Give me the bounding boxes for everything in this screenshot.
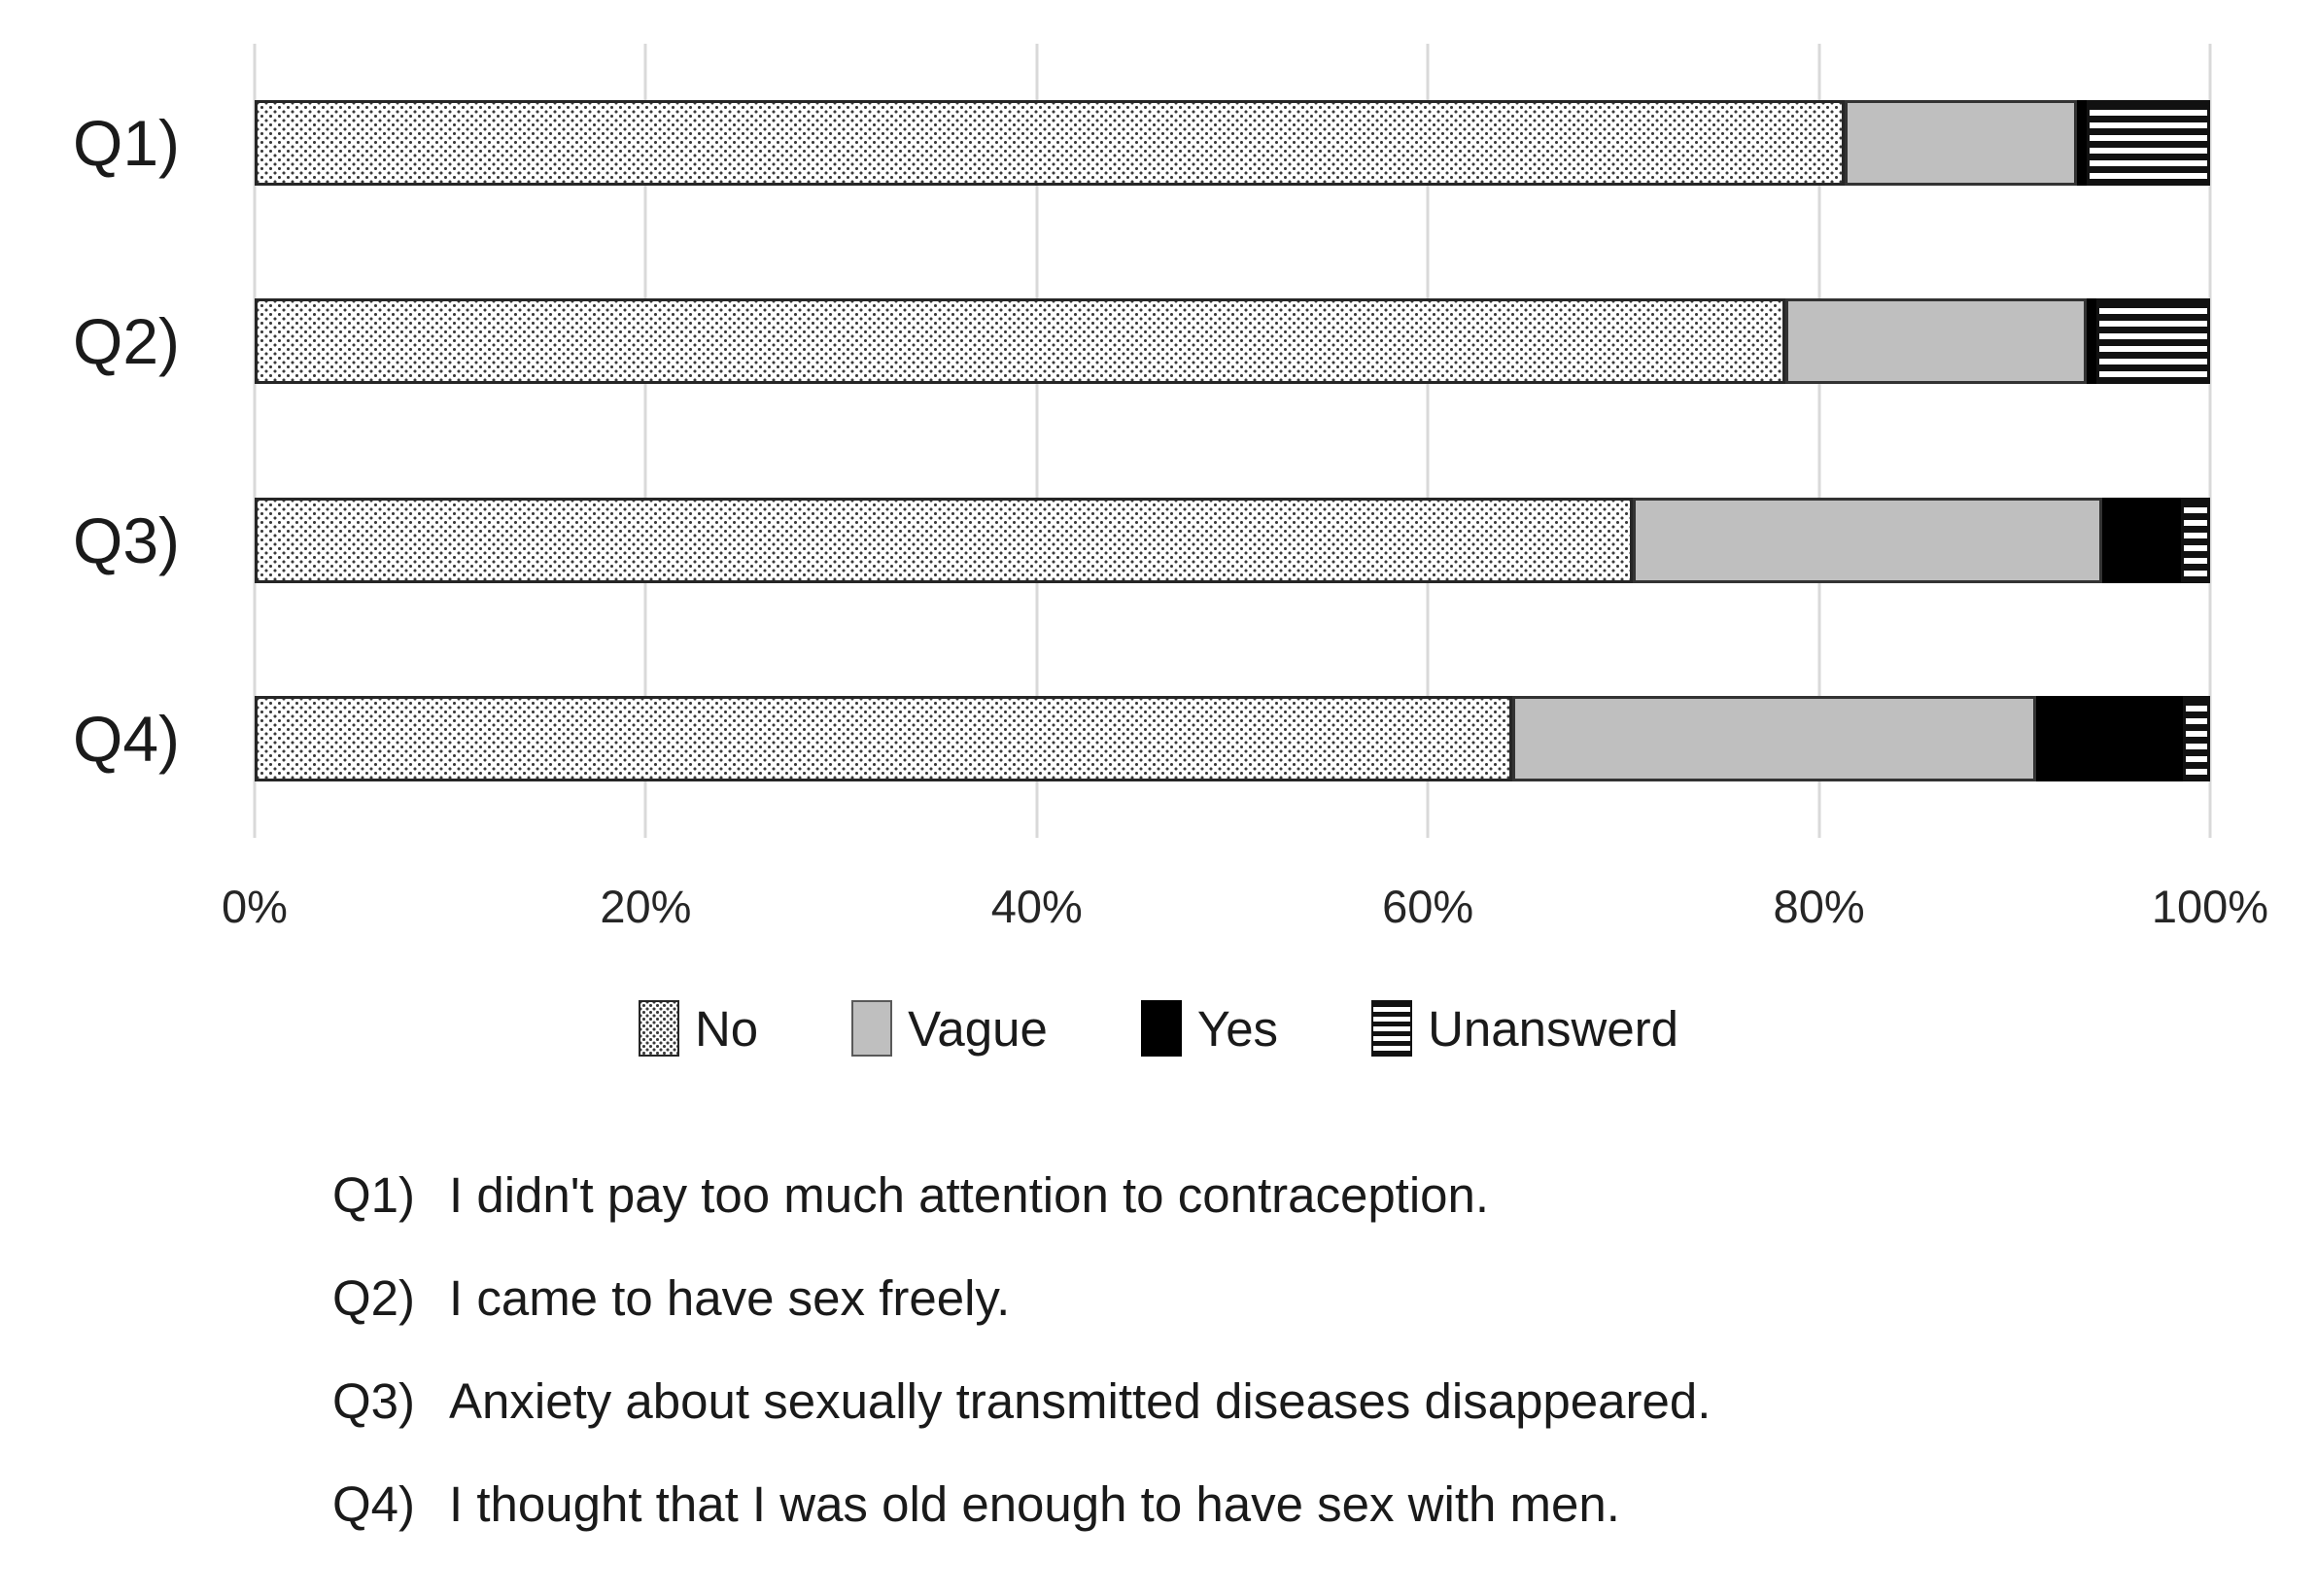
segment-yes	[2087, 298, 2097, 385]
footnote-text: I thought that I was old enough to have …	[449, 1476, 1620, 1532]
category-labels: Q1) Q2) Q3) Q4)	[73, 44, 238, 838]
legend-item-no: No	[638, 1000, 759, 1058]
footnote-label: Q4)	[332, 1476, 416, 1532]
x-tick-label: 100%	[2151, 881, 2269, 932]
segment-no	[255, 695, 1512, 781]
segment-unanswerd	[2087, 100, 2210, 187]
gridline	[1817, 44, 1821, 838]
bar-row	[255, 44, 2210, 242]
legend-swatch-dots-icon	[638, 1000, 679, 1057]
legend-label: Unanswerd	[1428, 1000, 1679, 1057]
footnote-text: I didn't pay too much attention to contr…	[449, 1167, 1490, 1223]
segment-no	[255, 298, 1786, 385]
footnote-text: I came to have sex freely.	[449, 1270, 1011, 1326]
category-label: Q2)	[73, 305, 181, 378]
x-tick-label: 60%	[1382, 881, 1474, 932]
legend-swatch-black-icon	[1140, 1000, 1182, 1057]
segment-unanswerd	[2182, 695, 2210, 781]
category-label: Q3)	[73, 503, 181, 576]
legend-label: Yes	[1196, 1000, 1279, 1057]
footnote-row: Q3) Anxiety about sexually transmitted di…	[332, 1372, 1711, 1430]
legend-item-yes: Yes	[1140, 1000, 1279, 1058]
bar-row	[255, 441, 2210, 640]
gridline	[643, 44, 647, 838]
category-label: Q4)	[73, 702, 181, 775]
footnote-label: Q2)	[332, 1270, 416, 1326]
segment-no	[255, 497, 1634, 583]
stacked-bar-q4	[255, 695, 2210, 781]
bar-row	[255, 640, 2210, 838]
legend-item-vague: Vague	[851, 1000, 1048, 1058]
x-tick-label: 40%	[990, 881, 1083, 932]
bar-rows	[255, 44, 2210, 838]
x-tick-label: 80%	[1773, 881, 1865, 932]
gridline	[253, 44, 257, 838]
stacked-bar-q2	[255, 298, 2210, 385]
gridline	[1426, 44, 1430, 838]
segment-vague	[1633, 497, 2103, 583]
legend-item-unanswerd: Unanswerd	[1371, 1000, 1678, 1058]
footnote-label: Q3)	[332, 1373, 416, 1429]
segment-yes	[2077, 100, 2088, 187]
footnote-text: Anxiety about sexually transmitted disea…	[449, 1373, 1712, 1429]
gridline	[1035, 44, 1039, 838]
footnote-row: Q1) I didn't pay too much attention to co…	[332, 1166, 1711, 1224]
stacked-bar-q1	[255, 100, 2210, 187]
segment-unanswerd	[2180, 497, 2210, 583]
segment-vague	[1844, 100, 2078, 187]
bar-row	[255, 242, 2210, 440]
x-tick-label: 20%	[600, 881, 692, 932]
legend: No Vague Yes Unanswerd	[0, 989, 2317, 1067]
stacked-bar-q3	[255, 497, 2210, 583]
category-label: Q1)	[73, 107, 181, 180]
segment-vague	[1511, 695, 2036, 781]
segment-yes	[2102, 497, 2181, 583]
gridline	[2208, 44, 2212, 838]
segment-unanswerd	[2096, 298, 2210, 385]
legend-label: Vague	[908, 1000, 1048, 1057]
footnote-row: Q2) I came to have sex freely.	[332, 1269, 1711, 1327]
x-axis: 0% 20% 40% 60% 80% 100%	[222, 878, 2268, 936]
x-tick-label: 0%	[222, 881, 288, 932]
footnote-row: Q4) I thought that I was old enough to ha…	[332, 1475, 1711, 1533]
segment-yes	[2035, 695, 2183, 781]
segment-no	[255, 100, 1845, 187]
footnote-label: Q1)	[332, 1167, 416, 1223]
segment-vague	[1785, 298, 2088, 385]
plot-area	[253, 44, 2212, 838]
footnotes: Q1) I didn't pay too much attention to co…	[332, 1166, 1711, 1533]
legend-swatch-gray-icon	[851, 1000, 893, 1057]
legend-label: No	[694, 1000, 759, 1057]
legend-swatch-stripes-icon	[1371, 1000, 1413, 1057]
